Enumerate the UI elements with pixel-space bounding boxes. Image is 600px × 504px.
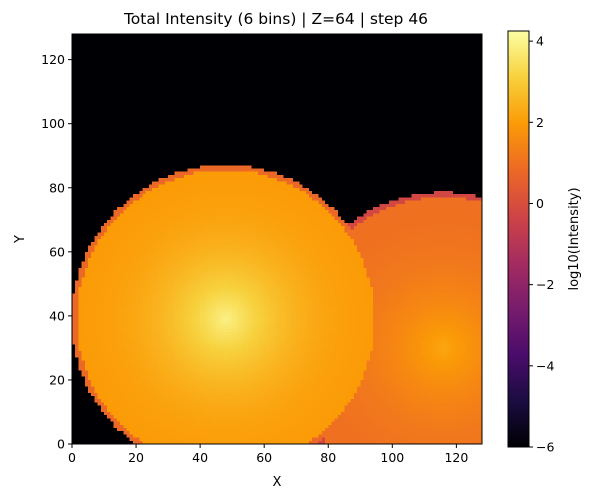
y-axis-ticks: 0 20 40 60 80 100 120	[41, 52, 72, 452]
y-tick-label: 80	[49, 180, 65, 195]
colorbar-ticks: −6 −4 −2 0 2 4	[529, 34, 554, 455]
y-tick-label: 40	[49, 308, 65, 323]
x-tick-label: 80	[320, 450, 336, 465]
y-tick-label: 60	[49, 244, 65, 259]
colorbar-label: log10(Intensity)	[567, 187, 582, 290]
colorbar-tick-label: 4	[536, 34, 544, 49]
x-tick-label: 120	[444, 450, 468, 465]
colorbar-tick-label: −2	[536, 277, 554, 292]
y-tick-label: 0	[57, 437, 65, 452]
y-axis-label: Y	[13, 235, 28, 244]
x-tick-label: 0	[68, 450, 76, 465]
x-axis-ticks: 0 20 40 60 80 100 120	[68, 444, 468, 465]
colorbar-tick-label: −6	[536, 440, 554, 455]
y-tick-label: 100	[41, 116, 65, 131]
y-tick-label: 120	[41, 52, 65, 67]
x-tick-label: 60	[256, 450, 272, 465]
x-tick-label: 20	[128, 450, 144, 465]
heatmap-image	[72, 34, 482, 444]
x-tick-label: 100	[380, 450, 404, 465]
x-axis-label: X	[273, 475, 282, 490]
colorbar-gradient	[507, 30, 530, 448]
x-tick-label: 40	[192, 450, 208, 465]
y-tick-label: 20	[49, 372, 65, 387]
chart-title: Total Intensity (6 bins) | Z=64 | step 4…	[123, 10, 428, 28]
plot-area-frame	[71, 33, 483, 445]
colorbar: −6 −4 −2 0 2 4 log10(Intensity)	[507, 30, 582, 455]
colorbar-tick-label: 0	[536, 196, 544, 211]
heatmap-raster	[72, 34, 482, 444]
colorbar-tick-label: 2	[536, 115, 544, 130]
colorbar-tick-label: −4	[536, 358, 554, 373]
